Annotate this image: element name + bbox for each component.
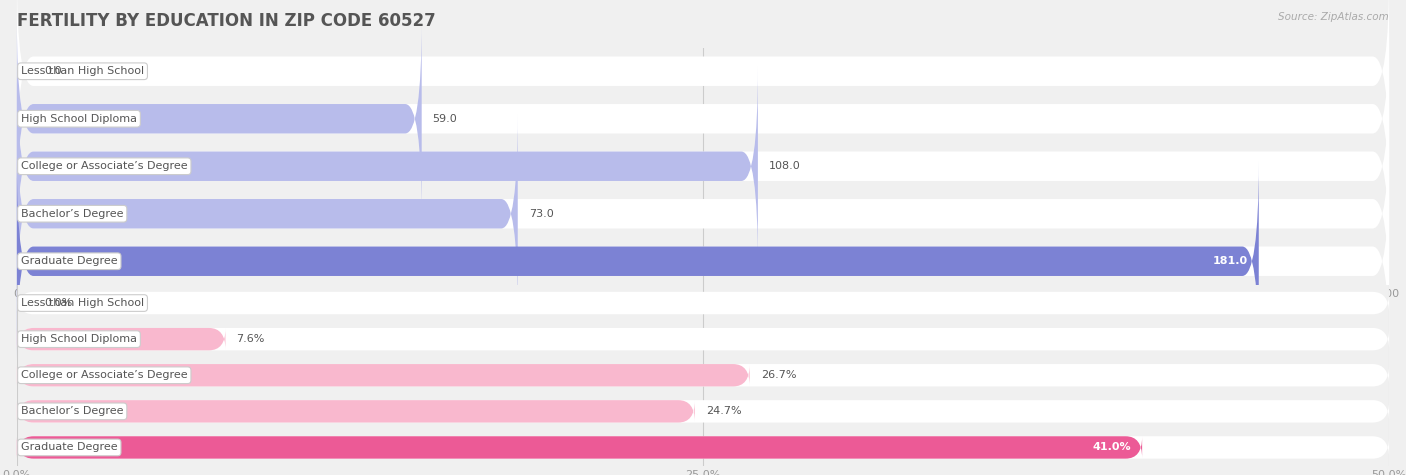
FancyBboxPatch shape bbox=[17, 67, 758, 266]
Text: Bachelor’s Degree: Bachelor’s Degree bbox=[21, 406, 124, 417]
FancyBboxPatch shape bbox=[17, 292, 1389, 314]
FancyBboxPatch shape bbox=[17, 67, 1389, 266]
Text: 108.0: 108.0 bbox=[769, 161, 800, 171]
FancyBboxPatch shape bbox=[17, 114, 517, 313]
FancyBboxPatch shape bbox=[17, 364, 1389, 387]
FancyBboxPatch shape bbox=[17, 19, 422, 218]
Text: 181.0: 181.0 bbox=[1212, 256, 1247, 266]
Text: High School Diploma: High School Diploma bbox=[21, 114, 136, 124]
Text: FERTILITY BY EDUCATION IN ZIP CODE 60527: FERTILITY BY EDUCATION IN ZIP CODE 60527 bbox=[17, 12, 436, 30]
Text: 41.0%: 41.0% bbox=[1092, 442, 1132, 453]
Text: Source: ZipAtlas.com: Source: ZipAtlas.com bbox=[1278, 12, 1389, 22]
FancyBboxPatch shape bbox=[17, 328, 1389, 351]
FancyBboxPatch shape bbox=[17, 436, 1389, 459]
Text: 73.0: 73.0 bbox=[529, 209, 554, 219]
Text: 24.7%: 24.7% bbox=[706, 406, 741, 417]
FancyBboxPatch shape bbox=[17, 400, 1389, 423]
Text: High School Diploma: High School Diploma bbox=[21, 334, 136, 344]
FancyBboxPatch shape bbox=[17, 19, 1389, 218]
FancyBboxPatch shape bbox=[17, 364, 749, 387]
Text: College or Associate’s Degree: College or Associate’s Degree bbox=[21, 161, 187, 171]
Text: 7.6%: 7.6% bbox=[236, 334, 264, 344]
Text: 0.0%: 0.0% bbox=[45, 298, 73, 308]
FancyBboxPatch shape bbox=[17, 114, 1389, 313]
Text: Bachelor’s Degree: Bachelor’s Degree bbox=[21, 209, 124, 219]
Text: Less than High School: Less than High School bbox=[21, 298, 143, 308]
FancyBboxPatch shape bbox=[17, 0, 1389, 171]
Text: 26.7%: 26.7% bbox=[761, 370, 796, 380]
FancyBboxPatch shape bbox=[17, 328, 225, 351]
Text: Graduate Degree: Graduate Degree bbox=[21, 442, 118, 453]
Text: College or Associate’s Degree: College or Associate’s Degree bbox=[21, 370, 187, 380]
FancyBboxPatch shape bbox=[17, 162, 1258, 361]
FancyBboxPatch shape bbox=[17, 400, 695, 423]
Text: Less than High School: Less than High School bbox=[21, 66, 143, 76]
Text: 59.0: 59.0 bbox=[433, 114, 457, 124]
Text: 0.0: 0.0 bbox=[45, 66, 62, 76]
FancyBboxPatch shape bbox=[17, 436, 1142, 459]
Text: Graduate Degree: Graduate Degree bbox=[21, 256, 118, 266]
FancyBboxPatch shape bbox=[17, 162, 1389, 361]
